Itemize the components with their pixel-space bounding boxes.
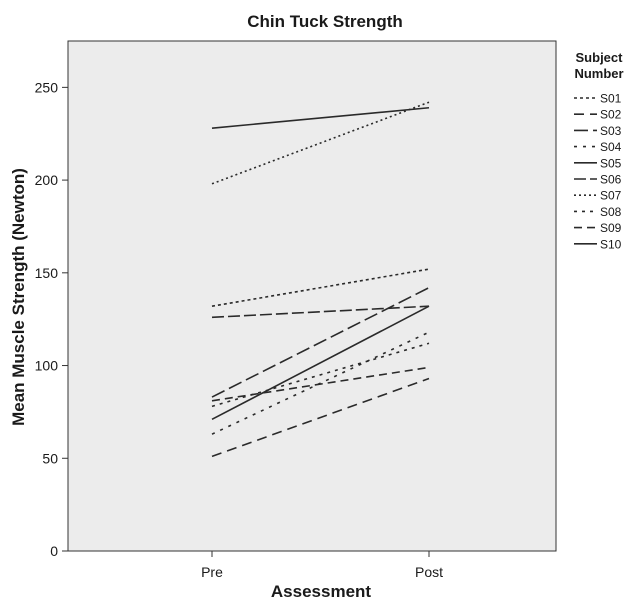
legend-title-line-1: Subject <box>576 50 624 65</box>
legend-label-s01: S01 <box>600 92 622 106</box>
y-axis-title: Mean Muscle Strength (Newton) <box>9 168 28 426</box>
legend-label-s05: S05 <box>600 156 622 170</box>
series-line-s01 <box>211 268 430 307</box>
legend-label-s06: S06 <box>600 173 622 187</box>
series-line-s03 <box>211 286 430 398</box>
x-tick-label-post: Post <box>415 564 443 580</box>
series-lines <box>211 101 430 458</box>
legend-label-s04: S04 <box>600 140 622 154</box>
series-line-s10 <box>211 305 430 421</box>
x-axis: Pre Post <box>201 551 443 580</box>
x-axis-title: Assessment <box>271 582 372 599</box>
series-line-s09 <box>211 366 430 402</box>
y-tick-label-0: 0 <box>50 543 58 559</box>
y-tick-label-50: 50 <box>42 450 58 466</box>
legend-label-s02: S02 <box>600 108 622 122</box>
y-tick-label-100: 100 <box>35 358 59 374</box>
y-tick-label-150: 150 <box>35 265 59 281</box>
series-line-s02 <box>211 377 430 458</box>
y-axis: 0 50 100 150 200 250 <box>35 79 68 559</box>
series-line-s06 <box>211 305 430 319</box>
legend-label-s03: S03 <box>600 124 622 138</box>
y-tick-label-250: 250 <box>35 79 59 95</box>
y-tick-label-200: 200 <box>35 172 59 188</box>
legend-label-s08: S08 <box>600 205 622 219</box>
chart-title: Chin Tuck Strength <box>247 12 403 31</box>
legend-label-s07: S07 <box>600 189 622 203</box>
series-line-s05 <box>211 106 430 129</box>
series-line-s07 <box>211 101 430 185</box>
legend-label-s09: S09 <box>600 221 622 235</box>
x-tick-label-pre: Pre <box>201 564 223 580</box>
legend-title-line-2: Number <box>574 66 623 81</box>
plot-area <box>67 40 557 552</box>
series-line-s08 <box>211 342 430 408</box>
legend-label-s10: S10 <box>600 237 622 251</box>
series-line-s04 <box>211 331 430 435</box>
